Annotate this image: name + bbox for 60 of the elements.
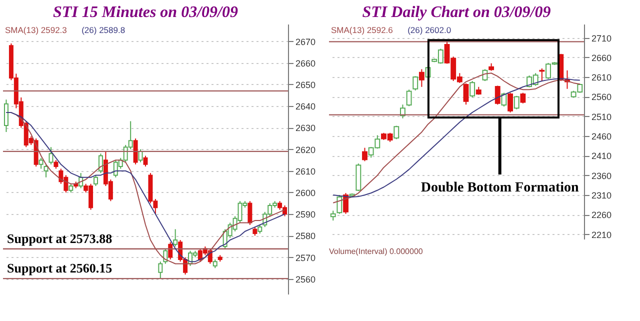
y-tick-label: 2560 [592,92,612,102]
y-tick-label: 2620 [296,144,316,155]
candlestick [173,228,178,247]
text: (26) 2589.8 [82,25,126,35]
candlestick [133,138,138,165]
candlestick [336,194,342,214]
y-tick-label: 2310 [592,190,612,200]
chart-title: STI Daily Chart on 03/09/09 [362,4,551,21]
y-tick-label: 2260 [592,210,612,220]
y-tick-label: 2580 [296,231,316,242]
annotation: Double Bottom Formation [420,180,579,196]
y-tick-label: 2670 [296,36,316,47]
y-tick-label: 2660 [296,58,316,68]
candlestick [508,92,513,113]
ref-line-label: Support at 2560.15 [7,260,113,276]
text: SMA(13) 2592.3 [5,25,68,35]
candlestick [168,242,173,260]
y-tick-label: 2360 [592,170,612,181]
candlestick [406,89,412,107]
y-tick-label: 2600 [296,188,316,198]
candlestick [514,95,520,110]
y-tick-label: 2660 [592,52,612,63]
y-tick-label: 2610 [592,72,612,83]
candlestick [158,261,163,280]
candlestick [44,164,48,178]
candlestick [4,99,8,132]
text: SMA(13) 2592.6 [331,25,394,35]
candlestick [463,82,469,106]
candlestick [38,157,44,170]
y-tick-label: 2640 [296,102,316,112]
ref-line-label: Support at 2573.88 [7,230,113,246]
y-tick-label: 2710 [592,33,612,44]
candlestick [143,155,148,168]
y-tick-label: 2650 [296,80,316,90]
candlestick [330,210,336,222]
y-tick-label: 2510 [592,112,612,122]
text: (26) 2602.0 [408,25,452,35]
candlestick [501,92,507,108]
y-tick-label: 2210 [592,230,612,240]
candlestick [470,80,476,98]
candlestick [94,174,98,186]
y-tick-label: 2590 [296,210,316,220]
candlestick [412,76,418,91]
y-tick-label: 2630 [296,123,316,134]
y-tick-label: 2570 [296,252,316,263]
candlestick [418,68,424,88]
candlestick [98,153,103,174]
text: Volume(Interval) 0.000000 [329,246,424,256]
candlestick [362,147,368,162]
candlestick [343,192,348,214]
y-tick-label: 2460 [592,132,612,142]
candlestick [248,200,252,226]
candlestick [494,85,500,106]
y-tick-label: 2410 [592,151,612,162]
candlestick [138,148,143,163]
y-tick-label: 2560 [296,274,316,284]
candlestick [520,92,526,104]
chart-title: STI 15 Minutes on 03/09/09 [53,4,238,21]
candlestick [394,125,400,140]
y-tick-label: 2610 [296,166,316,176]
